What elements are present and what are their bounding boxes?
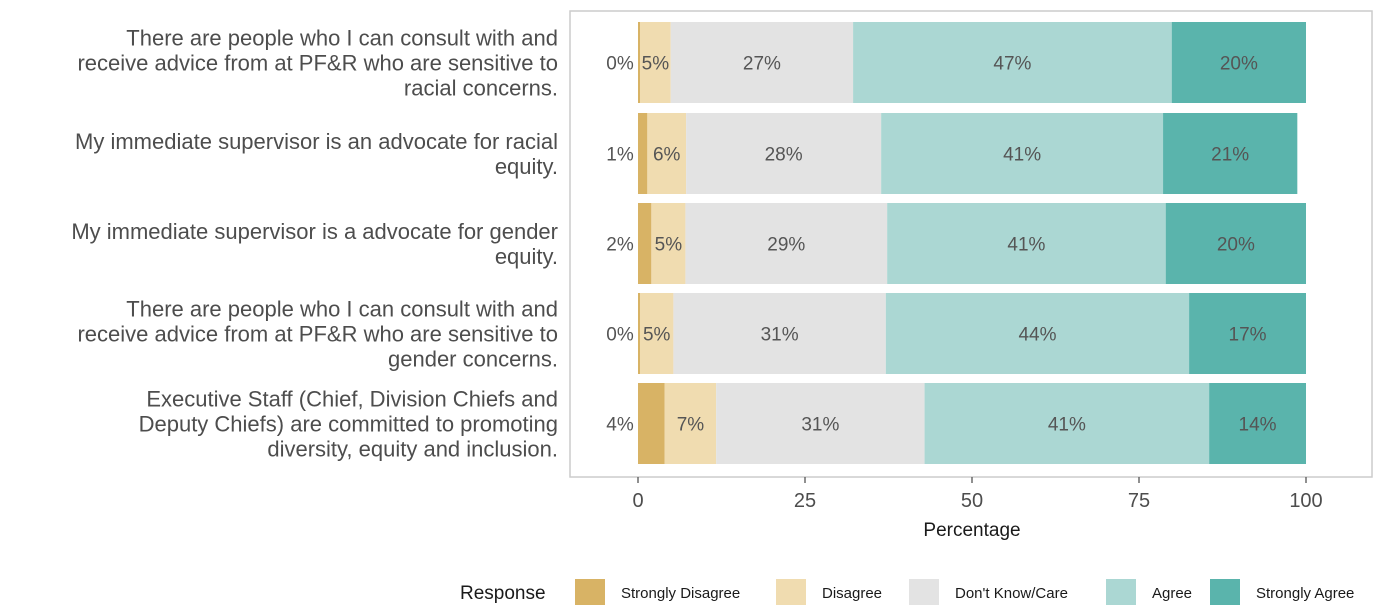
y-axis-label: Deputy Chiefs) are committed to promotin… bbox=[139, 412, 558, 437]
bar-segment bbox=[638, 203, 652, 284]
y-axis-label: receive advice from at PF&R who are sens… bbox=[77, 51, 558, 76]
legend-swatch bbox=[776, 579, 806, 605]
x-tick-label: 0 bbox=[632, 490, 643, 512]
y-axis-label: My immediate supervisor is an advocate f… bbox=[75, 129, 558, 154]
x-axis: 0 25 50 75 100 bbox=[632, 477, 1323, 512]
value-label: 6% bbox=[653, 145, 681, 166]
legend-swatch bbox=[1210, 579, 1240, 605]
bar-segment bbox=[673, 293, 886, 374]
y-axis-label: There are people who I can consult with … bbox=[126, 26, 558, 51]
y-axis-label: racial concerns. bbox=[404, 76, 558, 101]
value-label: 21% bbox=[1211, 145, 1249, 166]
legend-label: Strongly Agree bbox=[1256, 585, 1354, 602]
bar-segment bbox=[1163, 113, 1298, 194]
legend-label: Agree bbox=[1152, 585, 1192, 602]
x-tick-label: 75 bbox=[1128, 490, 1150, 512]
legend: Response Strongly Disagree Disagree Don't … bbox=[460, 579, 1354, 605]
bar-segment bbox=[924, 383, 1210, 464]
y-axis-labels: There are people who I can consult with … bbox=[71, 26, 558, 462]
value-label: 31% bbox=[761, 325, 799, 346]
y-axis-label: gender concerns. bbox=[388, 347, 558, 372]
bars bbox=[638, 22, 1306, 464]
value-label: 4% bbox=[606, 415, 634, 436]
x-axis-title: Percentage bbox=[923, 520, 1020, 541]
x-tick-label: 50 bbox=[961, 490, 983, 512]
bar-segment bbox=[881, 113, 1164, 194]
legend-label: Don't Know/Care bbox=[955, 585, 1068, 602]
y-axis-label: My immediate supervisor is a advocate fo… bbox=[71, 219, 558, 244]
bar-segment bbox=[640, 293, 674, 374]
legend-label: Disagree bbox=[822, 585, 882, 602]
legend-swatch bbox=[1106, 579, 1136, 605]
legend-swatch bbox=[909, 579, 939, 605]
bar-segment bbox=[685, 203, 888, 284]
bar-segment bbox=[638, 22, 641, 103]
value-label: 27% bbox=[743, 54, 781, 75]
legend-swatch bbox=[575, 579, 605, 605]
value-label: 14% bbox=[1239, 415, 1277, 436]
value-label: 0% bbox=[606, 325, 634, 346]
bar-segment bbox=[640, 22, 671, 103]
bar-segment bbox=[853, 22, 1172, 103]
value-label: 5% bbox=[642, 54, 670, 75]
legend-title: Response bbox=[460, 583, 546, 604]
bar-segment bbox=[716, 383, 925, 464]
y-axis-label: There are people who I can consult with … bbox=[126, 297, 558, 322]
y-axis-label: Executive Staff (Chief, Division Chiefs … bbox=[146, 387, 558, 412]
value-label: 31% bbox=[801, 415, 839, 436]
bar-segment bbox=[670, 22, 854, 103]
value-label: 17% bbox=[1229, 325, 1267, 346]
bar-segment bbox=[1171, 22, 1306, 103]
value-label: 5% bbox=[655, 235, 683, 256]
value-label: 47% bbox=[993, 54, 1031, 75]
bar-segment bbox=[887, 203, 1166, 284]
bar-segment bbox=[885, 293, 1190, 374]
bar-segment bbox=[647, 113, 687, 194]
bar-segment bbox=[1189, 293, 1306, 374]
bar-segment bbox=[1165, 203, 1306, 284]
value-label: 5% bbox=[643, 325, 671, 346]
bar-segment bbox=[638, 383, 665, 464]
value-label: 29% bbox=[767, 235, 805, 256]
value-label: 0% bbox=[606, 54, 634, 75]
legend-label: Strongly Disagree bbox=[621, 585, 740, 602]
x-tick-label: 100 bbox=[1289, 490, 1322, 512]
value-label: 41% bbox=[1048, 415, 1086, 436]
bar-segment bbox=[651, 203, 686, 284]
bar-segment bbox=[664, 383, 717, 464]
value-label: 41% bbox=[1007, 235, 1045, 256]
value-label: 1% bbox=[606, 145, 634, 166]
value-label: 7% bbox=[677, 415, 705, 436]
value-label: 20% bbox=[1220, 54, 1258, 75]
y-axis-label: equity. bbox=[495, 154, 558, 179]
value-label: 44% bbox=[1018, 325, 1056, 346]
value-label: 28% bbox=[765, 145, 803, 166]
value-label: 20% bbox=[1217, 235, 1255, 256]
value-labels: 0% 5% 27% 47% 20% 1% 6% 28% 41% 21% 2% 5% 29% 41% 20% 0… bbox=[606, 54, 1276, 436]
y-axis-label: receive advice from at PF&R who are sens… bbox=[77, 322, 558, 347]
y-axis-label: diversity, equity and inclusion. bbox=[267, 437, 558, 462]
bar-segment bbox=[638, 113, 648, 194]
value-label: 2% bbox=[606, 235, 634, 256]
bar-segment bbox=[686, 113, 882, 194]
x-tick-label: 25 bbox=[794, 490, 816, 512]
bar-segment bbox=[638, 293, 641, 374]
bar-segment bbox=[1209, 383, 1306, 464]
y-axis-label: equity. bbox=[495, 244, 558, 269]
value-label: 41% bbox=[1003, 145, 1041, 166]
